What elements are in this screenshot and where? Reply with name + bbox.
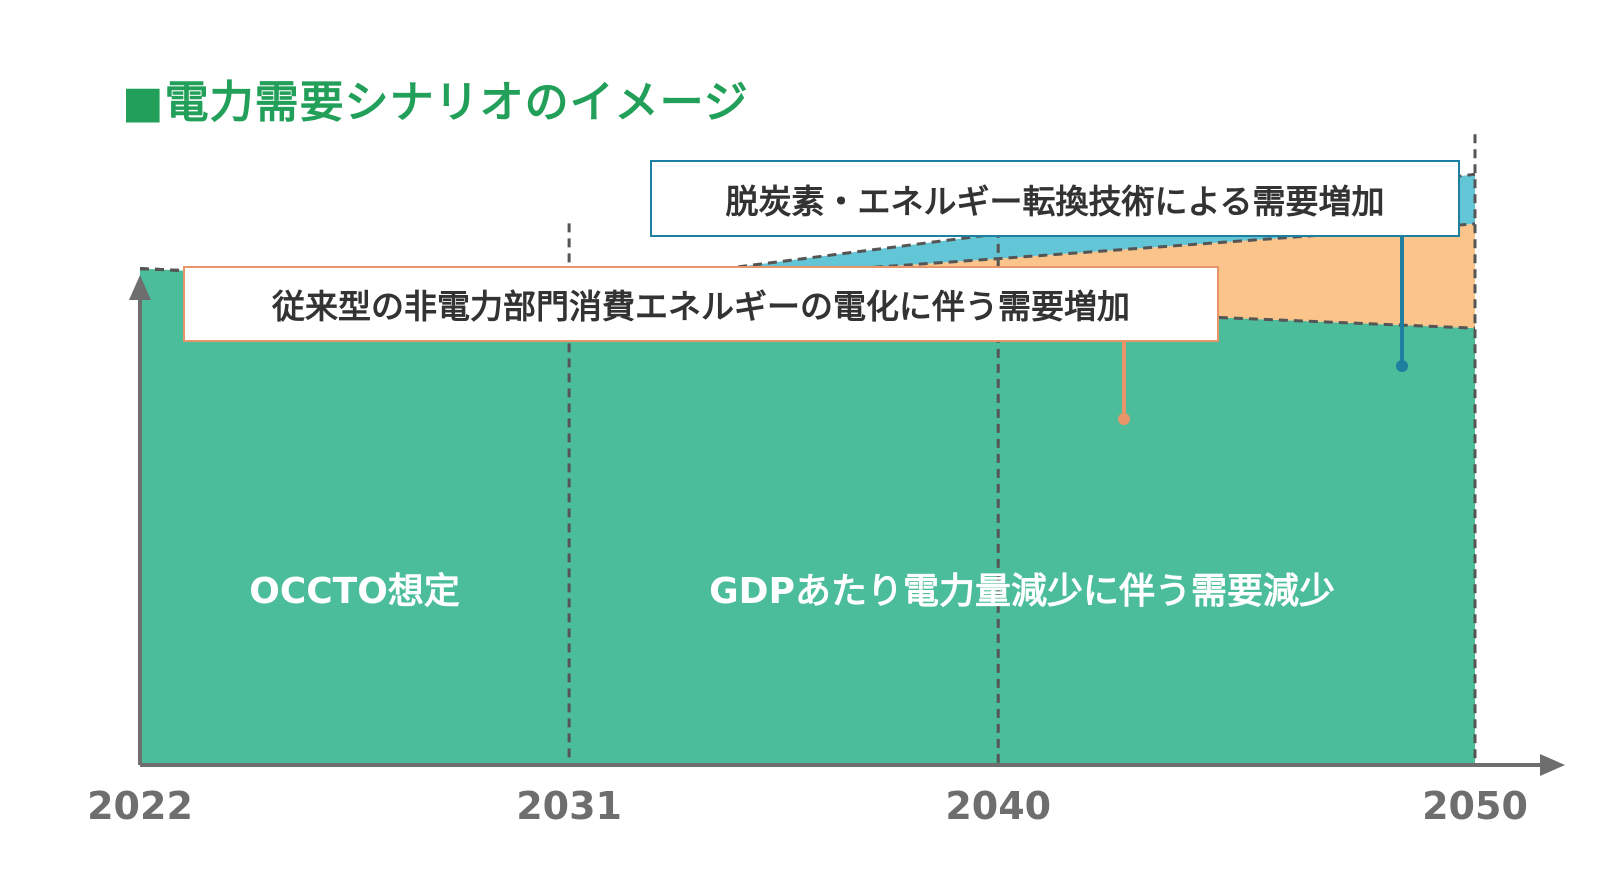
x-axis-arrow-icon: [1540, 754, 1565, 776]
x-tick-label: 2040: [945, 784, 1052, 828]
region-label-gdp-decline: GDPあたり電力量減少に伴う需要減少: [709, 571, 1335, 612]
callout-decarbonization: 脱炭素・エネルギー転換技術による需要増加: [650, 160, 1460, 237]
y-axis-arrow-icon: [129, 275, 151, 300]
area-base-demand: [140, 268, 1475, 765]
x-tick-label: 2022: [87, 784, 193, 828]
axes: [129, 275, 1565, 776]
title-text: ■電力需要シナリオのイメージ: [122, 77, 749, 128]
leader-electrification-dot-icon: [1118, 413, 1130, 425]
callout-decarbonization-text: 脱炭素・エネルギー転換技術による需要増加: [725, 181, 1385, 221]
leader-decarbonization-dot-icon: [1396, 360, 1408, 372]
region-label-occto: OCCTO想定: [249, 571, 460, 612]
callout-leaders: [1118, 237, 1408, 425]
page-title: ■電力需要シナリオのイメージ: [122, 66, 749, 130]
callout-electrification-text: 従来型の非電力部門消費エネルギーの電化に伴う需要増加: [272, 287, 1130, 326]
callout-electrification: 従来型の非電力部門消費エネルギーの電化に伴う需要増加: [183, 266, 1219, 342]
x-tick-label: 2031: [516, 784, 622, 828]
x-tick-label: 2050: [1422, 784, 1528, 828]
